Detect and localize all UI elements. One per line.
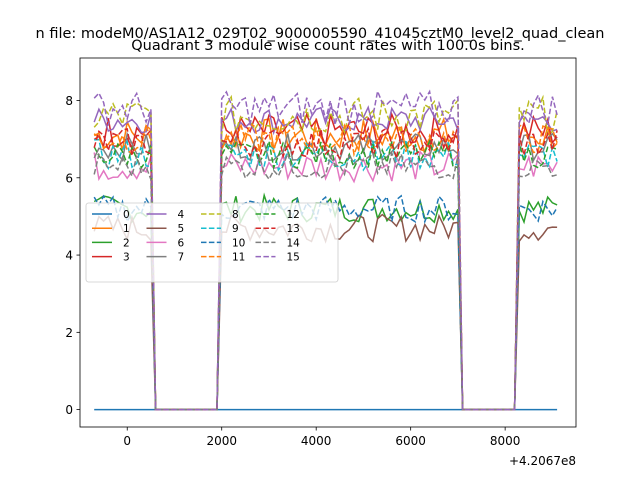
y-tick-label: 6	[65, 171, 73, 185]
legend-label-11: 11	[232, 252, 245, 264]
legend-label-15: 15	[287, 252, 300, 264]
axes-layer: 0 2000 4000 6000 8000 0 2 4 6 8	[65, 57, 577, 448]
legend-label-12: 12	[287, 209, 300, 221]
legend-label-2: 2	[123, 237, 130, 249]
legend-label-4: 4	[178, 209, 185, 221]
y-tick-label: 0	[65, 403, 73, 417]
x-tick-label: 2000	[206, 434, 237, 448]
legend-label-6: 6	[178, 237, 185, 249]
x-axis-offset-label: +4.2067e8	[509, 454, 576, 468]
y-tick-label: 4	[65, 249, 73, 263]
legend-label-0: 0	[123, 209, 130, 221]
chart-title: Quadrant 3 module wise count rates with …	[131, 38, 525, 54]
legend-label-7: 7	[178, 252, 185, 264]
legend-label-8: 8	[232, 209, 239, 221]
y-tick-label: 8	[65, 94, 73, 108]
series-line-15	[93, 88, 558, 411]
legend-label-3: 3	[123, 252, 130, 264]
x-tick-label: 6000	[395, 434, 426, 448]
legend-label-1: 1	[123, 223, 130, 235]
legend-label-13: 13	[287, 223, 300, 235]
legend-label-9: 9	[232, 223, 239, 235]
x-tick-label: 4000	[301, 434, 332, 448]
x-tick-label: 0	[123, 434, 131, 448]
y-tick-label: 2	[65, 326, 73, 340]
legend-label-5: 5	[178, 223, 185, 235]
legend-label-14: 14	[287, 237, 301, 249]
x-tick-label: 8000	[490, 434, 521, 448]
plot-frame	[79, 57, 577, 428]
figure-suptitle: n file: modeM0/AS1A12_029T02_9000005590_…	[36, 26, 605, 42]
legend-label-10: 10	[232, 237, 245, 249]
